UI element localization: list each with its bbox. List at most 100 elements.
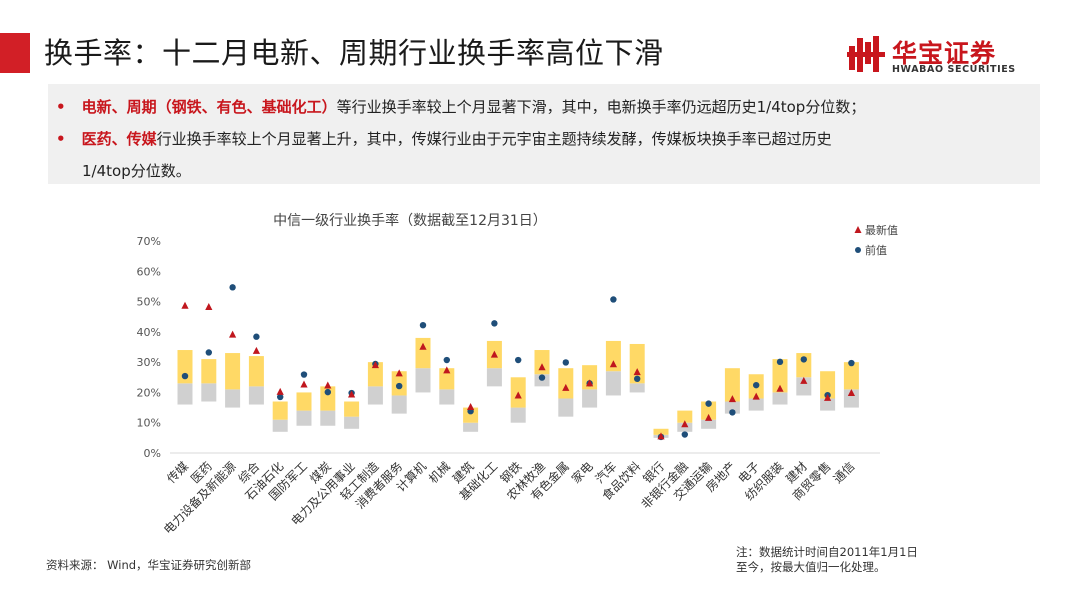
band-lower-5 <box>296 410 312 426</box>
prev-point-10 <box>419 321 427 329</box>
band-lower-24 <box>748 398 764 411</box>
band-lower-25 <box>772 392 788 405</box>
latest-point-17 <box>586 379 594 387</box>
bullet-dot-icon: • <box>56 130 66 148</box>
band-lower-26 <box>796 377 812 396</box>
band-lower-3 <box>248 386 264 405</box>
band-upper-21 <box>677 410 693 423</box>
y-tick-label: 20% <box>137 386 161 399</box>
legend-latest-marker <box>854 226 862 233</box>
prev-point-11 <box>443 356 450 364</box>
band-upper-20 <box>653 428 669 435</box>
band-upper-3 <box>248 356 264 387</box>
footnote-line-1: 注：数据统计时间自2011年1月1日 <box>736 545 918 559</box>
band-lower-0 <box>177 383 193 405</box>
latest-point-10 <box>419 342 427 350</box>
summary-box: • 电新、周期（钢铁、有色、基础化工）等行业换手率较上个月显著下滑，其中，电新换手… <box>48 84 1040 184</box>
latest-point-19 <box>633 368 641 376</box>
latest-point-1 <box>205 303 213 311</box>
band-upper-1 <box>201 359 217 384</box>
band-upper-0 <box>177 350 193 384</box>
latest-point-23 <box>728 395 736 403</box>
band-lower-16 <box>558 398 574 417</box>
prev-point-3 <box>253 333 260 340</box>
prev-point-22 <box>705 400 712 407</box>
band-lower-13 <box>486 368 502 387</box>
footnote: 注：数据统计时间自2011年1月1日 至今，按最大值归一化处理。 <box>736 545 918 575</box>
band-upper-27 <box>820 371 836 399</box>
latest-point-24 <box>752 392 760 400</box>
band-upper-2 <box>225 353 241 390</box>
bullet-1-text: 等行业换手率较上个月显著下滑，其中，电新换手率仍远超历史1/4top分位数； <box>336 98 866 116</box>
x-tick-label: 传媒 <box>164 459 192 487</box>
prev-point-19 <box>634 375 641 382</box>
band-upper-17 <box>582 365 598 390</box>
latest-point-4 <box>276 387 284 395</box>
band-lower-10 <box>415 368 431 393</box>
latest-point-25 <box>776 384 784 392</box>
y-tick-label: 30% <box>137 356 161 369</box>
logo-english-text: HWABAO SECURITIES <box>892 64 1016 75</box>
y-tick-label: 50% <box>137 296 161 309</box>
band-upper-12 <box>463 407 479 423</box>
band-upper-6 <box>320 386 336 411</box>
source-note: 资料来源： Wind，华宝证券研究创新部 <box>46 558 252 572</box>
band-upper-23 <box>724 368 740 402</box>
band-upper-4 <box>272 401 288 420</box>
band-lower-12 <box>463 422 479 432</box>
latest-point-7 <box>348 390 356 398</box>
legend-prev-marker <box>855 247 861 253</box>
y-tick-label: 60% <box>137 265 161 278</box>
band-upper-22 <box>701 401 717 420</box>
band-upper-8 <box>367 362 383 387</box>
company-logo: 华宝证券 HWABAO SECURITIES <box>845 32 1045 78</box>
band-lower-14 <box>510 407 526 423</box>
prev-point-21 <box>681 431 688 438</box>
latest-point-21 <box>681 420 689 428</box>
prev-point-24 <box>753 381 760 389</box>
latest-point-13 <box>490 350 498 358</box>
band-upper-19 <box>629 343 645 384</box>
band-upper-18 <box>605 340 621 372</box>
chart-title: 中信一级行业换手率（数据截至12月31日） <box>273 212 547 229</box>
band-lower-9 <box>391 395 407 414</box>
band-upper-10 <box>415 337 431 369</box>
y-tick-label: 40% <box>137 326 161 339</box>
band-lower-18 <box>605 371 621 396</box>
band-lower-22 <box>701 419 717 429</box>
bullet-2-highlight: 医药、传媒 <box>81 130 157 148</box>
band-upper-26 <box>796 353 812 378</box>
band-upper-5 <box>296 392 312 411</box>
logo-mark-icon <box>847 36 885 72</box>
band-upper-25 <box>772 359 788 393</box>
legend-prev-label: 前值 <box>865 243 887 257</box>
latest-point-3 <box>252 346 260 354</box>
latest-point-18 <box>609 360 617 368</box>
latest-point-27 <box>824 393 832 401</box>
latest-point-9 <box>395 369 403 377</box>
band-upper-15 <box>534 350 550 375</box>
band-upper-28 <box>843 362 859 390</box>
latest-point-16 <box>562 383 570 391</box>
prev-point-0 <box>181 372 189 380</box>
band-lower-8 <box>367 386 383 405</box>
y-tick-label: 10% <box>137 417 161 430</box>
turnover-chart: 中信一级行业换手率（数据截至12月31日） 0% 10% 20% 30% 40% 50% 6… <box>137 212 898 537</box>
band-lower-28 <box>843 389 859 408</box>
bullet-dot-icon: • <box>56 98 66 116</box>
band-upper-7 <box>344 401 360 417</box>
band-lower-17 <box>582 389 598 408</box>
prev-point-4 <box>277 393 284 401</box>
latest-point-28 <box>847 389 855 397</box>
latest-point-5 <box>300 380 308 388</box>
prev-point-5 <box>300 371 308 378</box>
bullet-2-text: 行业换手率较上个月显著上升，其中，传媒行业由于元宇宙主题持续发酵，传媒板块换手率… <box>156 130 832 148</box>
band-lower-23 <box>724 401 740 414</box>
prev-point-18 <box>610 296 617 303</box>
latest-point-11 <box>443 366 451 374</box>
latest-point-0 <box>181 301 189 309</box>
title-accent-bar <box>0 33 30 73</box>
prev-point-14 <box>515 356 522 364</box>
band-lower-21 <box>677 422 693 432</box>
